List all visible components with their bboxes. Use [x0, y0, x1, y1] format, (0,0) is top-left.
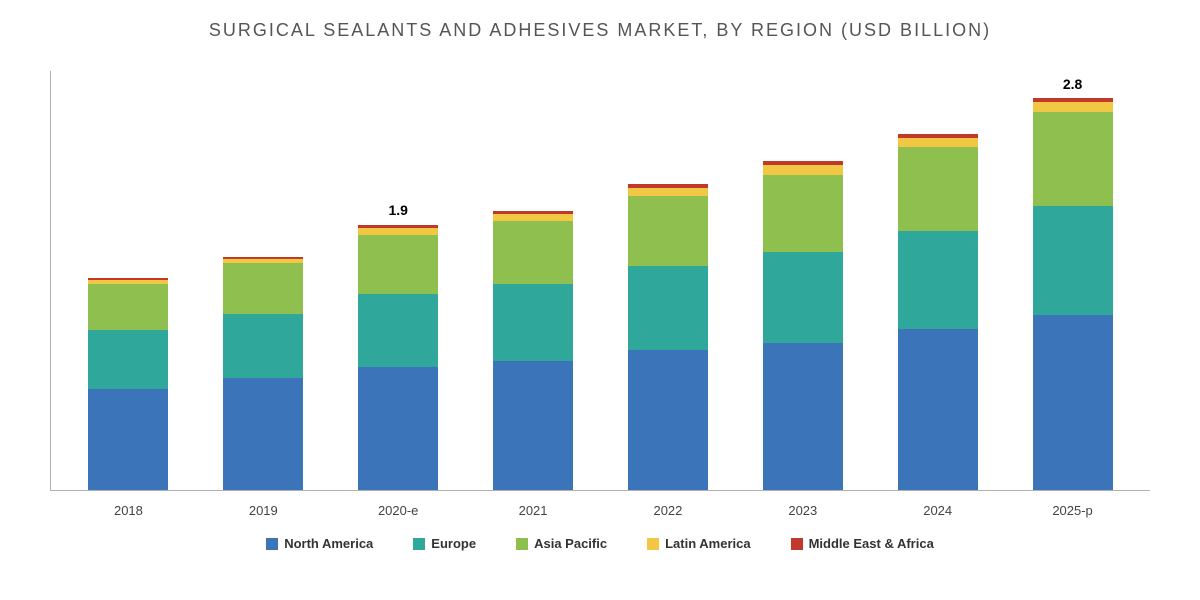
bar-segment: [898, 231, 978, 329]
bar-group: [223, 256, 303, 490]
bar-stack: [898, 133, 978, 490]
bar-segment: [493, 361, 573, 490]
legend-item: Middle East & Africa: [791, 536, 934, 551]
legend-label: Latin America: [665, 536, 751, 551]
x-axis-tick-label: 2025-p: [1033, 503, 1113, 518]
bar-segment: [1033, 315, 1113, 490]
bar-group: 1.9: [358, 224, 438, 490]
bar-segment: [88, 330, 168, 389]
bar-segment: [763, 252, 843, 343]
x-axis-tick-label: 2018: [88, 503, 168, 518]
bar-stack: [88, 277, 168, 490]
bar-segment: [1033, 112, 1113, 206]
legend-swatch: [266, 538, 278, 550]
legend-item: Europe: [413, 536, 476, 551]
bar-group: [763, 161, 843, 490]
legend-label: North America: [284, 536, 373, 551]
legend-label: Middle East & Africa: [809, 536, 934, 551]
bar-segment: [358, 235, 438, 294]
bar-segment: [628, 266, 708, 350]
bar-segment: [1033, 206, 1113, 315]
bar-segment: [493, 221, 573, 284]
legend-swatch: [647, 538, 659, 550]
bar-segment: [358, 367, 438, 490]
x-axis-tick-label: 2023: [763, 503, 843, 518]
bar-segment: [493, 214, 573, 221]
bar-segment: [1033, 102, 1113, 112]
bar-segment: [763, 343, 843, 490]
bar-segment: [763, 165, 843, 175]
bar-data-label: 1.9: [388, 202, 407, 218]
bar-stack: [223, 256, 303, 490]
x-axis-tick-label: 2021: [493, 503, 573, 518]
x-axis-tick-label: 2022: [628, 503, 708, 518]
bar-group: [493, 210, 573, 490]
legend-swatch: [516, 538, 528, 550]
legend-label: Europe: [431, 536, 476, 551]
bar-segment: [898, 138, 978, 147]
bar-segment: [223, 263, 303, 313]
bar-group: [628, 183, 708, 490]
bar-segment: [898, 329, 978, 490]
bars-area: 1.9 2.8: [51, 71, 1150, 490]
bar-group: [88, 277, 168, 490]
bar-group: [898, 133, 978, 490]
legend-swatch: [791, 538, 803, 550]
legend-item: North America: [266, 536, 373, 551]
bar-segment: [88, 389, 168, 490]
bar-segment: [898, 147, 978, 231]
bar-data-label: 2.8: [1063, 76, 1082, 92]
bar-segment: [223, 314, 303, 378]
bar-stack: [1033, 98, 1113, 490]
legend-label: Asia Pacific: [534, 536, 607, 551]
legend-item: Latin America: [647, 536, 751, 551]
chart-legend: North America Europe Asia Pacific Latin Ame…: [266, 536, 934, 551]
bar-segment: [763, 175, 843, 252]
x-axis-tick-label: 2019: [223, 503, 303, 518]
chart-plot-area: 1.92.8 201820192020-e2021202220232024202…: [50, 71, 1150, 491]
legend-swatch: [413, 538, 425, 550]
bar-segment: [358, 294, 438, 367]
bar-segment: [223, 378, 303, 490]
bar-segment: [88, 284, 168, 330]
bar-stack: [628, 183, 708, 490]
bar-segment: [493, 284, 573, 361]
x-axis-tick-label: 2024: [898, 503, 978, 518]
bar-segment: [628, 196, 708, 266]
bar-segment: [628, 188, 708, 196]
bar-group: 2.8: [1033, 98, 1113, 490]
bar-stack: [493, 210, 573, 490]
legend-item: Asia Pacific: [516, 536, 607, 551]
x-axis-tick-label: 2020-e: [358, 503, 438, 518]
bar-stack: [358, 224, 438, 490]
bar-segment: [628, 350, 708, 490]
chart-title: SURGICAL SEALANTS AND ADHESIVES MARKET, …: [209, 20, 991, 41]
x-axis-labels: 2018 2019 2020-e 2021 2022 2023 2024 2025-p: [51, 503, 1150, 518]
bar-stack: [763, 161, 843, 490]
bar-segment: [358, 228, 438, 235]
